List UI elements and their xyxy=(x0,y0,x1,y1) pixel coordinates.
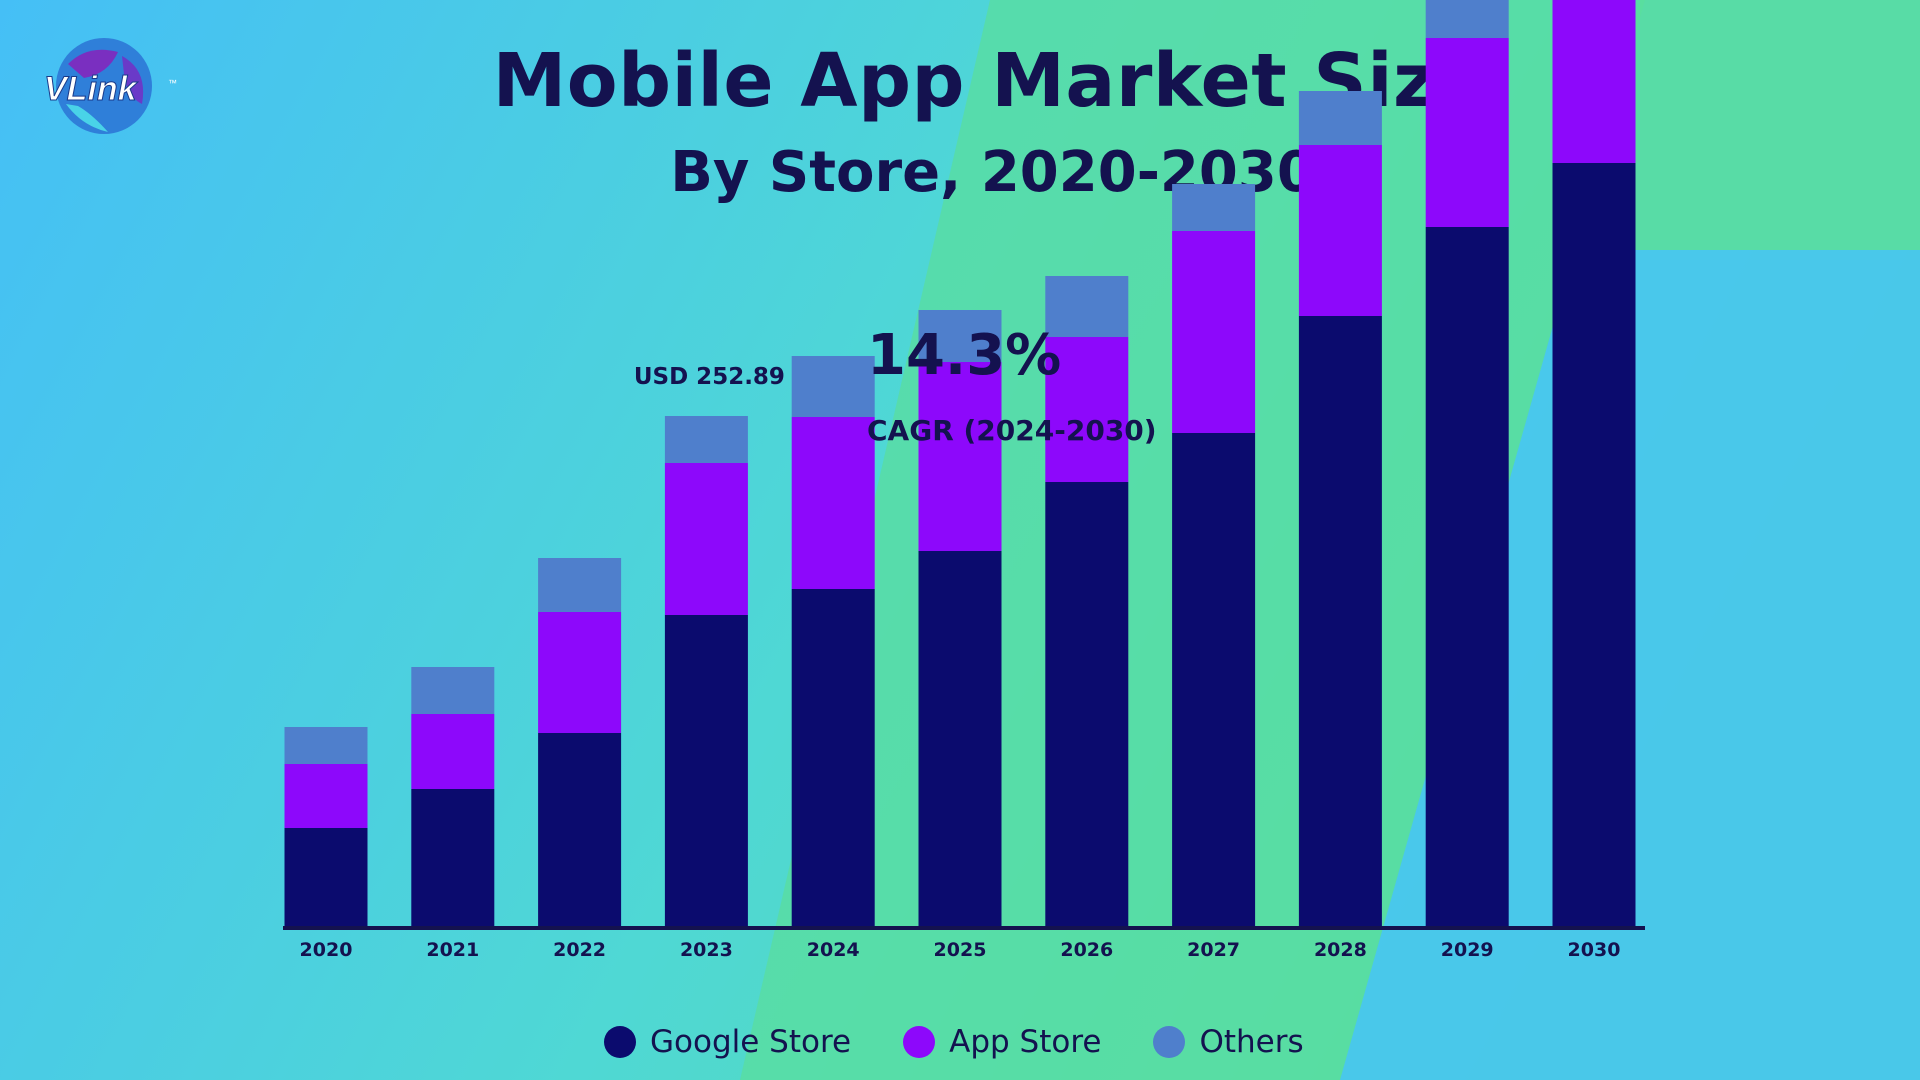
bar-group-2023 xyxy=(664,416,748,926)
legend-label: Others xyxy=(1199,1024,1304,1060)
legend-swatch-google-store xyxy=(604,1026,636,1058)
bar-app-store-2021 xyxy=(411,714,495,789)
x-tick-label: 2025 xyxy=(934,939,987,961)
bar-others-2020 xyxy=(284,727,368,764)
bar-app-store-2026 xyxy=(1045,337,1129,482)
bar-app-store-2025 xyxy=(918,362,1002,551)
bar-app-store-2022 xyxy=(538,612,622,733)
bar-group-2020 xyxy=(284,727,368,926)
legend-swatch-others xyxy=(1153,1026,1186,1058)
bar-others-2028 xyxy=(1298,91,1382,145)
bar-others-2025 xyxy=(918,310,1002,362)
legend-item-app-store: App Store xyxy=(903,1024,1101,1060)
bar-group-2027 xyxy=(1172,184,1256,926)
legend-item-google-store: Google Store xyxy=(604,1024,851,1060)
x-tick-label: 2024 xyxy=(807,939,860,961)
bar-others-2024 xyxy=(791,356,875,417)
x-tick-label: 2026 xyxy=(1060,939,1113,961)
x-tick-label: 2022 xyxy=(553,939,606,961)
data-label-2023: USD 252.89 xyxy=(634,364,785,390)
bar-group-2026 xyxy=(1045,276,1129,926)
bar-others-2027 xyxy=(1172,184,1256,231)
bar-group-2022 xyxy=(538,558,622,926)
bar-group-2029 xyxy=(1425,0,1509,926)
x-tick-label: 2029 xyxy=(1441,939,1494,961)
bar-google-store-2028 xyxy=(1298,316,1382,926)
bar-group-2024 xyxy=(791,356,875,926)
legend-item-others: Others xyxy=(1153,1024,1304,1060)
bar-google-store-2020 xyxy=(284,828,368,926)
bar-group-2025 xyxy=(918,310,1002,926)
bar-group-2021 xyxy=(411,667,495,926)
bar-google-store-2024 xyxy=(791,589,875,926)
bar-app-store-2028 xyxy=(1298,145,1382,316)
bar-google-store-2022 xyxy=(538,733,622,926)
x-tick-label: 2021 xyxy=(426,939,479,961)
bar-google-store-2023 xyxy=(664,615,748,926)
bar-others-2021 xyxy=(411,667,495,714)
bar-app-store-2020 xyxy=(284,764,368,828)
bar-google-store-2025 xyxy=(918,551,1002,926)
bar-google-store-2027 xyxy=(1172,433,1256,926)
legend-label: App Store xyxy=(949,1024,1102,1060)
bar-group-2030 xyxy=(1552,0,1636,926)
bar-app-store-2027 xyxy=(1172,231,1256,433)
bar-group-2028 xyxy=(1298,91,1382,926)
x-tick-label: 2030 xyxy=(1568,939,1621,961)
stacked-bar-chart: 2020 2021 2022 2023 2024 2025 2026 2027 2028 2029… xyxy=(283,0,1645,961)
bar-google-store-2030 xyxy=(1552,163,1636,926)
bar-others-2022 xyxy=(538,558,622,612)
cagr-value: 14.3% xyxy=(867,323,1062,388)
svg-text:™: ™ xyxy=(168,78,177,88)
vlink-logo: VLink ™ xyxy=(38,34,178,138)
bar-google-store-2021 xyxy=(411,789,495,926)
svg-text:VLink: VLink xyxy=(44,70,139,108)
x-tick-label: 2028 xyxy=(1314,939,1367,961)
x-tick-label: 2027 xyxy=(1187,939,1240,961)
x-tick-label: 2023 xyxy=(680,939,733,961)
bar-app-store-2029 xyxy=(1425,38,1509,227)
cagr-label: CAGR (2024-2030) xyxy=(867,414,1157,447)
bar-others-2026 xyxy=(1045,276,1129,337)
legend-label: Google Store xyxy=(650,1024,852,1060)
bar-app-store-2023 xyxy=(664,463,748,615)
bar-google-store-2026 xyxy=(1045,482,1129,926)
bar-others-2023 xyxy=(664,416,748,463)
legend-swatch-app-store xyxy=(903,1026,936,1058)
bar-app-store-2030 xyxy=(1552,0,1636,163)
x-tick-label: 2020 xyxy=(300,939,353,961)
bar-google-store-2029 xyxy=(1425,227,1509,926)
legend: Google Store App Store Others xyxy=(604,1022,1356,1062)
bar-others-2029 xyxy=(1425,0,1509,38)
bar-app-store-2024 xyxy=(791,417,875,589)
